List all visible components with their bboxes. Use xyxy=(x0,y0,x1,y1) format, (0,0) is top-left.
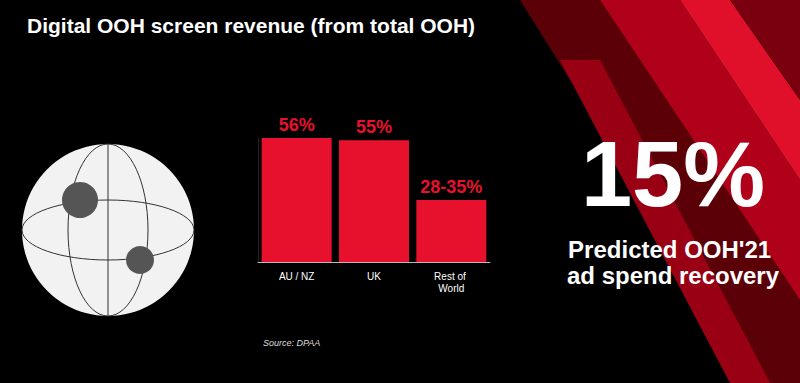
svg-text:28-35%: 28-35% xyxy=(420,177,482,197)
svg-text:World: World xyxy=(438,283,464,294)
svg-text:Rest of: Rest of xyxy=(434,271,468,282)
svg-text:ad spend recovery: ad spend recovery xyxy=(567,262,780,289)
svg-text:Predicted OOH'21: Predicted OOH'21 xyxy=(568,236,778,263)
svg-text:Source: DPAA: Source: DPAA xyxy=(263,338,320,348)
svg-text:AU / NZ: AU / NZ xyxy=(279,271,315,282)
svg-text:56%: 56% xyxy=(279,115,315,135)
svg-text:UK: UK xyxy=(367,271,381,282)
svg-text:55%: 55% xyxy=(356,117,392,137)
svg-text:15%: 15% xyxy=(581,123,765,225)
svg-text:Digital OOH screen revenue (fr: Digital OOH screen revenue (from total O… xyxy=(27,14,475,37)
